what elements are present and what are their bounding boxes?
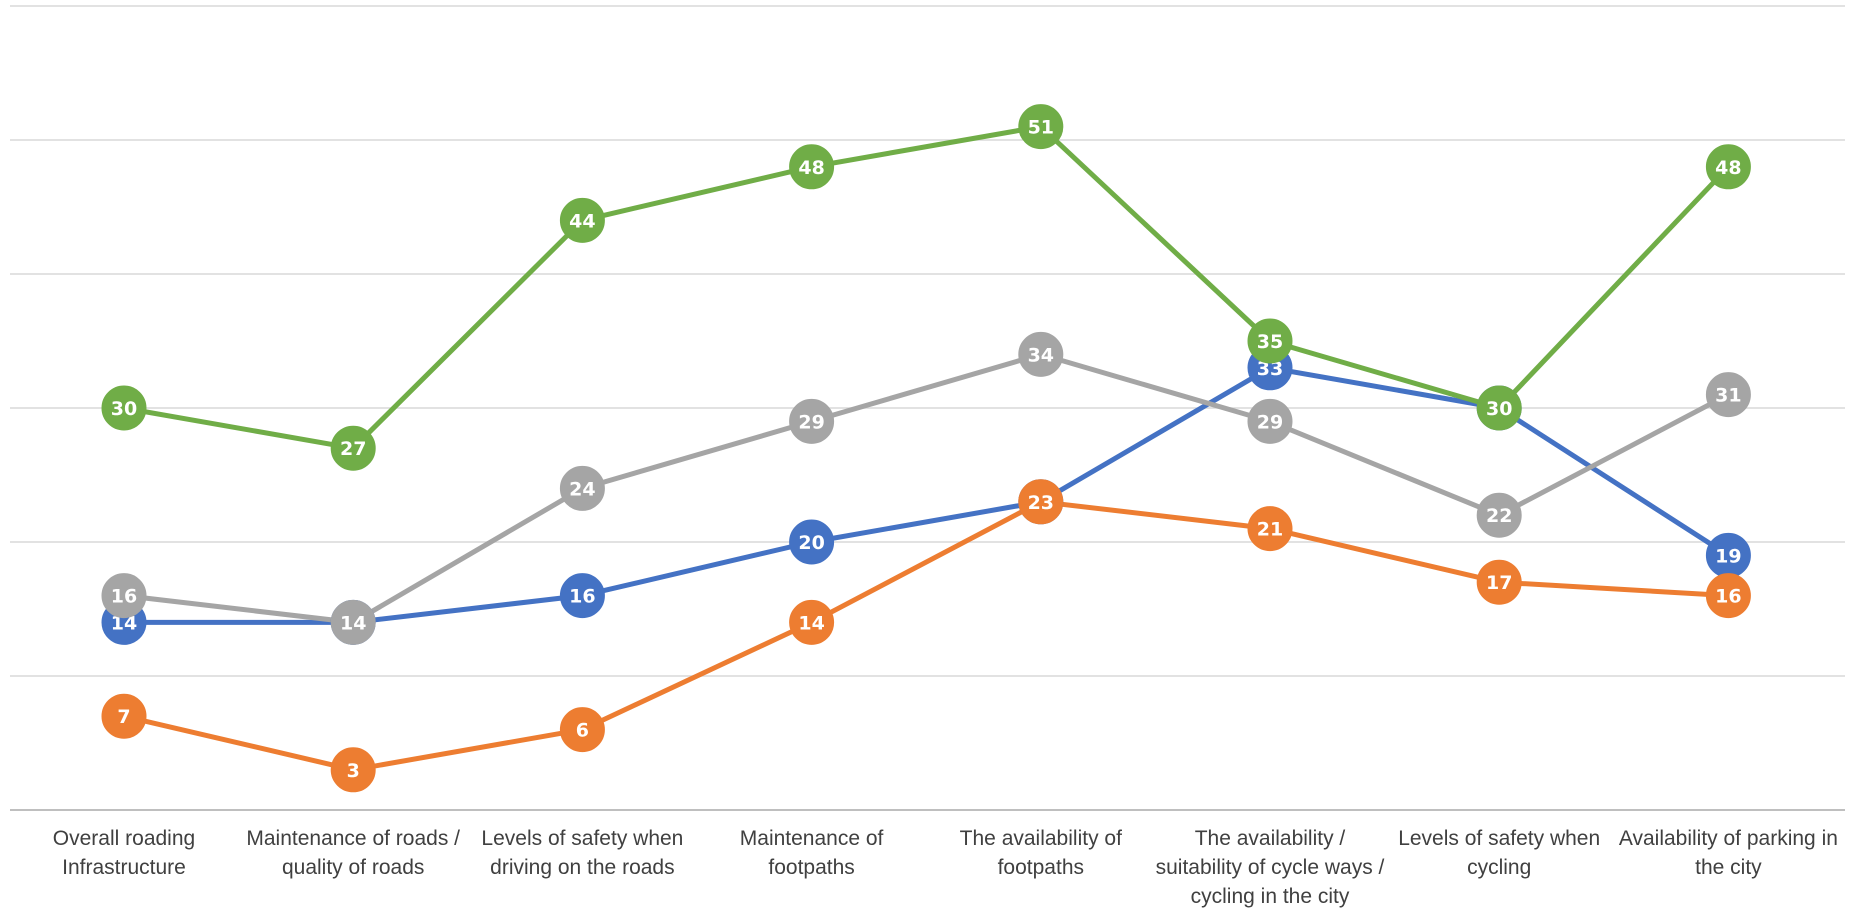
data-point-marker: [789, 599, 835, 645]
data-point-marker: [1018, 331, 1064, 377]
data-label: 22: [1486, 505, 1512, 527]
data-label: 6: [576, 720, 589, 742]
data-point-marker: [330, 599, 376, 645]
data-label: 16: [111, 586, 137, 608]
data-point-marker: [330, 425, 376, 471]
data-label: 48: [1715, 157, 1741, 179]
data-point-marker: [559, 465, 605, 511]
data-point-marker: [1247, 398, 1293, 444]
data-point: 21: [1247, 506, 1293, 552]
data-point-marker: [789, 398, 835, 444]
data-point-marker: [1247, 506, 1293, 552]
series-lines: [123, 124, 1731, 773]
gridlines: [10, 5, 1845, 811]
series-markers: 1414162023333019736142321171616142429342…: [101, 104, 1751, 793]
data-point: 31: [1705, 372, 1751, 418]
x-tick-label: Levels of safety when cycling: [1398, 827, 1601, 879]
data-label: 29: [798, 411, 824, 433]
x-tick-label: Availability of parking in the city: [1618, 827, 1838, 879]
data-point-marker: [1705, 372, 1751, 418]
data-point: 7: [101, 693, 147, 739]
data-point-marker: [559, 197, 605, 243]
data-label: 33: [1257, 358, 1283, 380]
data-point: 19: [1705, 532, 1751, 578]
data-label: 30: [1486, 398, 1512, 420]
data-point-marker: [559, 573, 605, 619]
data-point-marker: [1476, 385, 1522, 431]
data-point: 14: [789, 599, 835, 645]
data-point-marker: [789, 519, 835, 565]
data-label: 19: [1715, 545, 1741, 567]
data-point: 14: [330, 599, 376, 645]
data-label: 27: [340, 438, 366, 460]
data-point: 16: [101, 573, 147, 619]
data-point: 48: [789, 144, 835, 190]
data-point: 51: [1018, 104, 1064, 150]
data-point: 6: [559, 707, 605, 753]
data-label: 14: [111, 612, 137, 634]
data-label: 51: [1028, 117, 1054, 139]
data-label: 3: [347, 760, 360, 782]
series-line-3: [123, 351, 1730, 625]
x-tick-label: Overall roading Infrastructure: [52, 827, 196, 879]
data-label: 16: [569, 586, 595, 608]
data-label: 44: [569, 210, 595, 232]
data-point-marker: [1705, 144, 1751, 190]
data-label: 30: [111, 398, 137, 420]
data-label: 14: [340, 612, 366, 634]
data-point: 20: [789, 519, 835, 565]
data-point-marker: [101, 693, 147, 739]
data-point: 24: [559, 465, 605, 511]
data-label: 14: [798, 612, 824, 634]
data-point: 3: [330, 747, 376, 793]
data-label: 35: [1257, 331, 1283, 353]
data-point-marker: [101, 385, 147, 431]
data-point: 34: [1018, 331, 1064, 377]
data-point-marker: [1476, 559, 1522, 605]
data-label: 29: [1257, 411, 1283, 433]
x-tick-label: Maintenance of roads / quality of roads: [246, 827, 460, 879]
data-point: 48: [1705, 144, 1751, 190]
series-line-2: [123, 499, 1729, 773]
data-label: 21: [1257, 519, 1283, 541]
data-point-marker: [1476, 492, 1522, 538]
data-point: 17: [1476, 559, 1522, 605]
data-point: 27: [330, 425, 376, 471]
data-label: 23: [1028, 492, 1054, 514]
data-point-marker: [1247, 318, 1293, 364]
data-point-marker: [1018, 479, 1064, 525]
data-point: 44: [559, 197, 605, 243]
data-point-marker: [101, 573, 147, 619]
data-point-marker: [1018, 104, 1064, 150]
data-label: 34: [1028, 344, 1054, 366]
x-tick-label: The availability / suitability of cycle …: [1155, 827, 1385, 908]
series-line-4: [123, 124, 1731, 451]
data-label: 31: [1715, 385, 1741, 407]
data-label: 7: [117, 706, 130, 728]
data-point: 16: [559, 573, 605, 619]
data-label: 17: [1486, 572, 1512, 594]
data-point-marker: [789, 144, 835, 190]
data-point-marker: [330, 747, 376, 793]
data-point-marker: [559, 707, 605, 753]
data-point: 23: [1018, 479, 1064, 525]
data-label: 24: [569, 478, 595, 500]
data-point: 30: [1476, 385, 1522, 431]
data-point: 30: [101, 385, 147, 431]
x-tick-label: The availability of footpaths: [959, 827, 1122, 879]
data-label: 48: [798, 157, 824, 179]
data-point: 29: [1247, 398, 1293, 444]
data-point: 16: [1705, 573, 1751, 619]
data-point: 35: [1247, 318, 1293, 364]
series-line-1: [124, 365, 1730, 625]
data-point: 29: [789, 398, 835, 444]
data-point-marker: [1705, 573, 1751, 619]
data-point: 22: [1476, 492, 1522, 538]
data-label: 20: [798, 532, 824, 554]
data-label: 16: [1715, 586, 1741, 608]
x-tick-label: Levels of safety when driving on the roa…: [481, 827, 684, 879]
x-tick-label: Maintenance of footpaths: [739, 827, 884, 879]
